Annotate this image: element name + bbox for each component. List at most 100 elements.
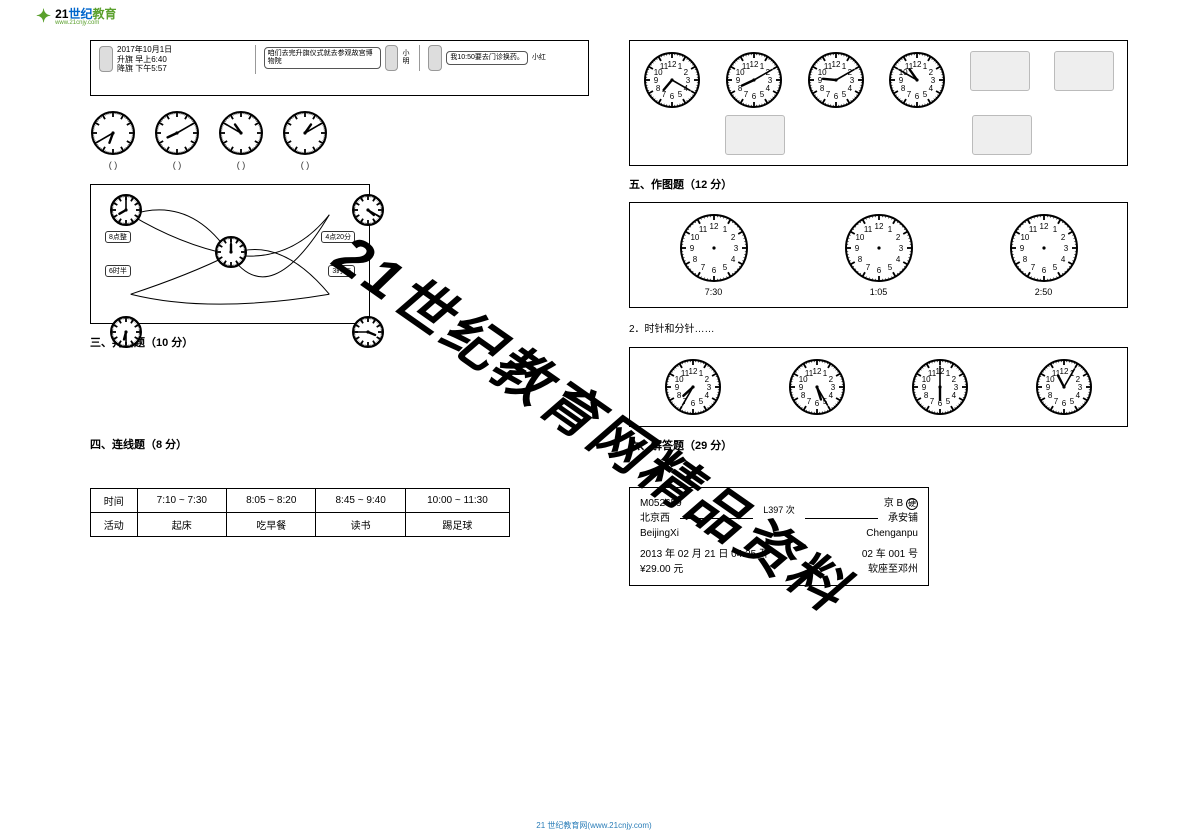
svg-text:9: 9 bbox=[654, 76, 659, 85]
logo-url: www.21cnjy.com bbox=[55, 20, 116, 26]
s5-label-2: 1:05 bbox=[870, 287, 888, 297]
svg-text:3: 3 bbox=[1063, 244, 1068, 253]
section-6-title: 六、解答题（29 分） bbox=[629, 437, 1128, 453]
section-3-title: 三、判断题（10 分） bbox=[90, 334, 589, 350]
svg-text:4: 4 bbox=[847, 84, 852, 93]
svg-text:1: 1 bbox=[841, 62, 846, 71]
ticket-route: 软座至邓州 bbox=[868, 562, 918, 577]
svg-text:9: 9 bbox=[817, 76, 822, 85]
svg-text:1: 1 bbox=[1052, 225, 1057, 234]
train-ticket: M052659 京 B 硬 北京西 L397 次 承安铺 BeijingXi C… bbox=[629, 487, 929, 586]
svg-text:6: 6 bbox=[1062, 399, 1067, 408]
svg-text:1: 1 bbox=[722, 225, 727, 234]
svg-text:11: 11 bbox=[1028, 225, 1037, 234]
q2-clock-row: ( ) ( ) ( ) ( ) bbox=[90, 106, 589, 174]
svg-text:1: 1 bbox=[678, 62, 683, 71]
top-clock-4: 123456789101112 bbox=[888, 51, 946, 109]
svg-text:4: 4 bbox=[952, 391, 957, 400]
ticket-from-cn: 北京西 bbox=[640, 511, 670, 526]
svg-text:7: 7 bbox=[744, 90, 749, 99]
svg-text:6: 6 bbox=[691, 399, 696, 408]
svg-text:8: 8 bbox=[924, 391, 929, 400]
girl-name: 小红 bbox=[532, 54, 546, 62]
svg-text:7: 7 bbox=[825, 90, 830, 99]
sched-t3: 8:45 ~ 9:40 bbox=[316, 489, 405, 513]
s5-clock-1: 123456789101112 bbox=[679, 213, 749, 283]
boy-name: 小明 bbox=[402, 50, 415, 67]
activity-pic-1 bbox=[970, 51, 1030, 91]
svg-text:12: 12 bbox=[1060, 367, 1069, 376]
svg-text:9: 9 bbox=[854, 244, 859, 253]
svg-text:7: 7 bbox=[806, 397, 811, 406]
svg-text:6: 6 bbox=[1041, 266, 1046, 275]
s5b-clock-1: 123456789101112 bbox=[664, 358, 722, 416]
activity-pic-4 bbox=[972, 115, 1032, 155]
s5-label-3: 2:50 bbox=[1035, 287, 1053, 297]
activity-pic-3 bbox=[725, 115, 785, 155]
svg-text:10: 10 bbox=[855, 233, 864, 242]
section-5-title: 五、作图题（12 分） bbox=[629, 176, 1128, 192]
svg-text:12: 12 bbox=[709, 222, 718, 231]
svg-text:12: 12 bbox=[749, 60, 758, 69]
svg-text:6: 6 bbox=[915, 92, 920, 101]
clock-maze: 8点整 4点20分 6时半 3时45 bbox=[90, 184, 370, 324]
svg-text:8: 8 bbox=[819, 84, 824, 93]
svg-text:2: 2 bbox=[1060, 233, 1065, 242]
svg-text:9: 9 bbox=[689, 244, 694, 253]
q2-clock-4 bbox=[282, 110, 328, 156]
maze-clock-bl bbox=[109, 315, 143, 349]
svg-text:10: 10 bbox=[690, 233, 699, 242]
q2-clock-1 bbox=[90, 110, 136, 156]
svg-text:12: 12 bbox=[667, 60, 676, 69]
ticket-date: 2013 年 02 月 21 日 04:25 开 bbox=[640, 547, 769, 562]
maze-tag-bl: 6时半 bbox=[105, 265, 131, 277]
svg-text:12: 12 bbox=[688, 367, 697, 376]
sec5-q2-clocks: 123456789101112 123456789101112 12345678… bbox=[629, 347, 1128, 427]
svg-text:5: 5 bbox=[1070, 397, 1075, 406]
svg-text:7: 7 bbox=[907, 90, 912, 99]
svg-text:4: 4 bbox=[730, 255, 735, 264]
activity-pic-2 bbox=[1054, 51, 1114, 91]
svg-text:8: 8 bbox=[1022, 255, 1027, 264]
svg-text:1: 1 bbox=[822, 369, 827, 378]
svg-text:8: 8 bbox=[901, 84, 906, 93]
maze-tag-tl: 8点整 bbox=[105, 231, 131, 243]
story-sunrise: 升旗 早上6:40 bbox=[117, 55, 172, 65]
maze-clock-c bbox=[214, 235, 248, 269]
svg-text:12: 12 bbox=[831, 60, 840, 69]
ticket-seat: 02 车 001 号 bbox=[862, 547, 918, 562]
svg-text:1: 1 bbox=[887, 225, 892, 234]
svg-text:11: 11 bbox=[698, 225, 707, 234]
svg-text:9: 9 bbox=[922, 383, 927, 392]
svg-text:2: 2 bbox=[730, 233, 735, 242]
sched-a1: 起床 bbox=[137, 513, 226, 537]
svg-text:5: 5 bbox=[1052, 263, 1057, 272]
svg-text:6: 6 bbox=[833, 92, 838, 101]
svg-text:5: 5 bbox=[887, 263, 892, 272]
top-clock-1: 123456789101112 bbox=[643, 51, 701, 109]
svg-text:7: 7 bbox=[1054, 397, 1059, 406]
svg-text:10: 10 bbox=[1020, 233, 1029, 242]
svg-text:6: 6 bbox=[814, 399, 819, 408]
blank: ( ) bbox=[237, 160, 246, 170]
svg-text:6: 6 bbox=[711, 266, 716, 275]
svg-text:12: 12 bbox=[812, 367, 821, 376]
s5b-clock-2: 123456789101112 bbox=[788, 358, 846, 416]
svg-text:6: 6 bbox=[670, 92, 675, 101]
ticket-to-cn: 承安铺 bbox=[888, 511, 918, 526]
maze-clock-br bbox=[351, 315, 385, 349]
ticket-mark: 硬 bbox=[906, 498, 918, 510]
ticket-price: ¥29.00 元 bbox=[640, 562, 683, 577]
s5-clock-3: 123456789101112 bbox=[1009, 213, 1079, 283]
svg-text:9: 9 bbox=[1046, 383, 1051, 392]
girl-illustration bbox=[428, 45, 442, 71]
blank: ( ) bbox=[109, 160, 118, 170]
top-clock-3: 123456789101112 bbox=[807, 51, 865, 109]
top-clocks-box: 123456789101112 123456789101112 12345678… bbox=[629, 40, 1128, 166]
svg-text:9: 9 bbox=[675, 383, 680, 392]
section-4-title: 四、连线题（8 分） bbox=[90, 436, 589, 452]
svg-text:5: 5 bbox=[678, 90, 683, 99]
left-column: 2017年10月1日 升旗 早上6:40 降旗 下午5:57 咱们去完升旗仪式就… bbox=[90, 40, 589, 809]
sched-a3: 读书 bbox=[316, 513, 405, 537]
boy-illustration bbox=[385, 45, 398, 71]
